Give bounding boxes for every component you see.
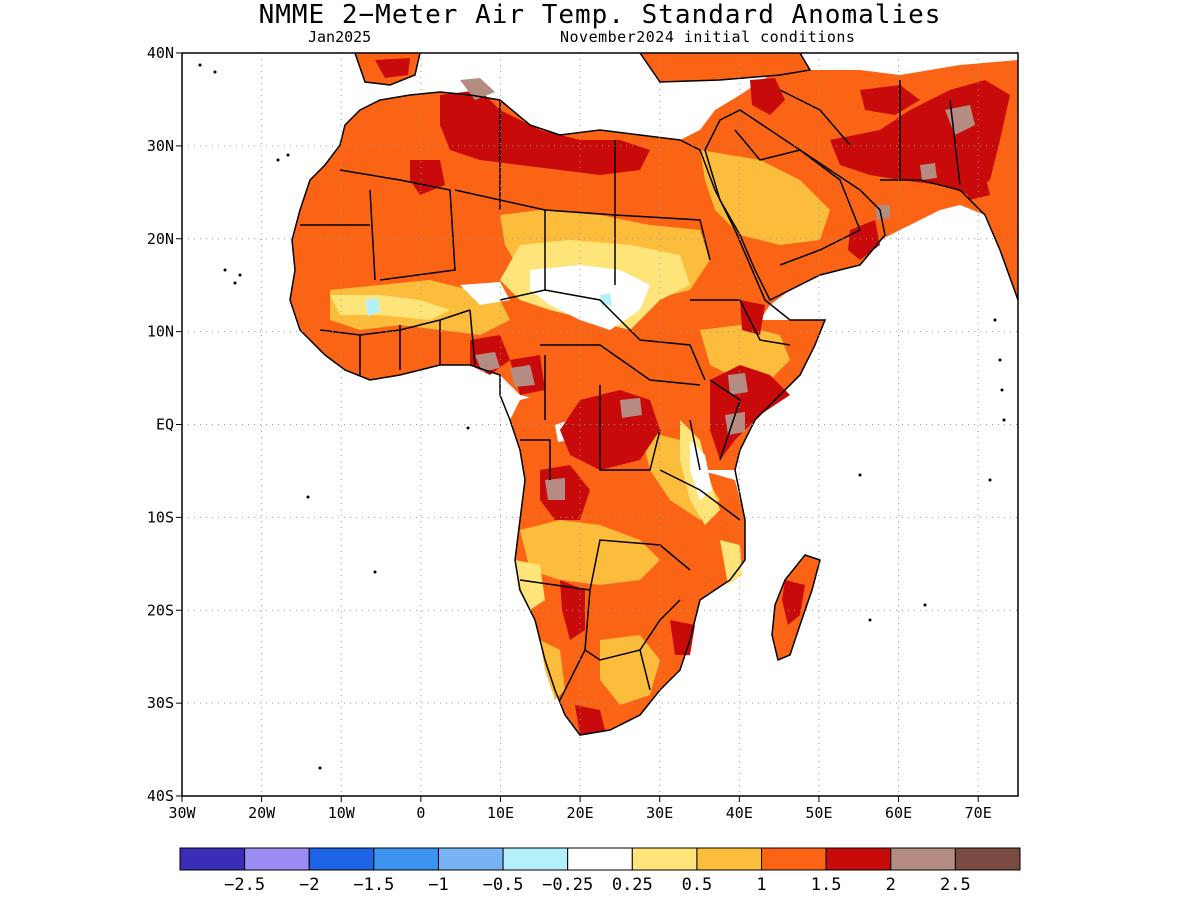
coastline-africa <box>289 91 827 736</box>
colorbar-label: −2 <box>299 875 319 895</box>
colorbar-label: 0.25 <box>612 875 653 895</box>
colorbar-label: 2 <box>886 875 896 895</box>
lat-tick-label: 10S <box>147 508 174 526</box>
lon-tick-label: 40E <box>726 804 753 822</box>
longitude-labels: 30W 20W 10W 0 10E 20E 30E 40E 50E 60E 70E <box>168 796 992 822</box>
coastline-europe <box>354 53 812 86</box>
colorbar-swatch <box>567 847 633 871</box>
coastline-madagascar <box>771 554 821 662</box>
coastline-arabia <box>704 109 886 302</box>
lon-tick-label: 10E <box>487 804 514 822</box>
colorbar-swatch <box>308 847 375 871</box>
borders-arabia <box>734 80 961 266</box>
borders-central <box>499 289 706 480</box>
lat-tick-label: 20S <box>147 601 174 619</box>
lon-tick-label: 0 <box>416 804 425 822</box>
colorbar-label: −1.5 <box>353 875 394 895</box>
initial-conditions: November2024 initial conditions <box>560 28 856 46</box>
lat-tick-label: 40S <box>147 787 174 805</box>
colorbar-swatch <box>761 847 827 871</box>
east-med-land <box>640 53 810 82</box>
colorbar-swatch <box>696 847 763 871</box>
colorbar-swatch <box>437 847 504 871</box>
colorbar-label: −0.5 <box>483 875 524 895</box>
lon-tick-label: 20W <box>248 804 276 822</box>
colorbar-swatch <box>631 847 698 871</box>
colorbar-swatch <box>244 847 310 871</box>
forecast-month: Jan2025 <box>308 28 372 46</box>
lon-tick-label: 30W <box>168 804 196 822</box>
lat-tick-label: 40N <box>147 44 174 62</box>
colorbar-label: −1 <box>428 875 448 895</box>
colorbar-label: −0.25 <box>542 875 593 895</box>
colorbar-swatch <box>825 847 892 871</box>
latitude-labels: 40N 30N 20N 10N EQ 10S 20S 30S 40S <box>147 44 182 805</box>
colorbar: −2.5 −2 −1.5 −1 −0.5 −0.25 0.25 0.5 1 1.5 2 2.5 <box>179 847 1021 895</box>
islands <box>198 63 1006 770</box>
lat-tick-label: 20N <box>147 230 174 248</box>
lat-tick-label: 30N <box>147 137 174 155</box>
gridlines <box>182 53 1018 796</box>
colorbar-label: 1 <box>756 875 766 895</box>
coastline-asia <box>880 179 1018 301</box>
lon-tick-label: 20E <box>567 804 594 822</box>
lon-tick-label: 70E <box>965 804 992 822</box>
lon-tick-label: 50E <box>805 804 832 822</box>
colorbar-swatch <box>502 847 569 871</box>
colorbar-swatch <box>890 847 956 871</box>
colorbar-swatch <box>373 847 439 871</box>
borders-east <box>659 299 791 521</box>
borders-south <box>519 539 691 701</box>
lon-tick-label: 10W <box>328 804 356 822</box>
lat-tick-label: 30S <box>147 694 174 712</box>
colorbar-label: 1.5 <box>811 875 842 895</box>
map-title: NMME 2−Meter Air Temp. Standard Anomalie… <box>258 0 942 30</box>
lat-tick-label: 10N <box>147 323 174 341</box>
colorbar-swatch <box>954 847 1021 871</box>
colorbar-label: 0.5 <box>682 875 713 895</box>
colorbar-swatch <box>179 847 246 871</box>
boundaries <box>289 53 1018 736</box>
lon-tick-label: 60E <box>885 804 912 822</box>
lat-tick-label: EQ <box>156 416 174 434</box>
anomaly-shading <box>290 53 1018 735</box>
borders-west <box>319 309 476 375</box>
lon-tick-label: 30E <box>646 804 673 822</box>
colorbar-label: −2.5 <box>224 875 265 895</box>
colorbar-label: 2.5 <box>940 875 971 895</box>
